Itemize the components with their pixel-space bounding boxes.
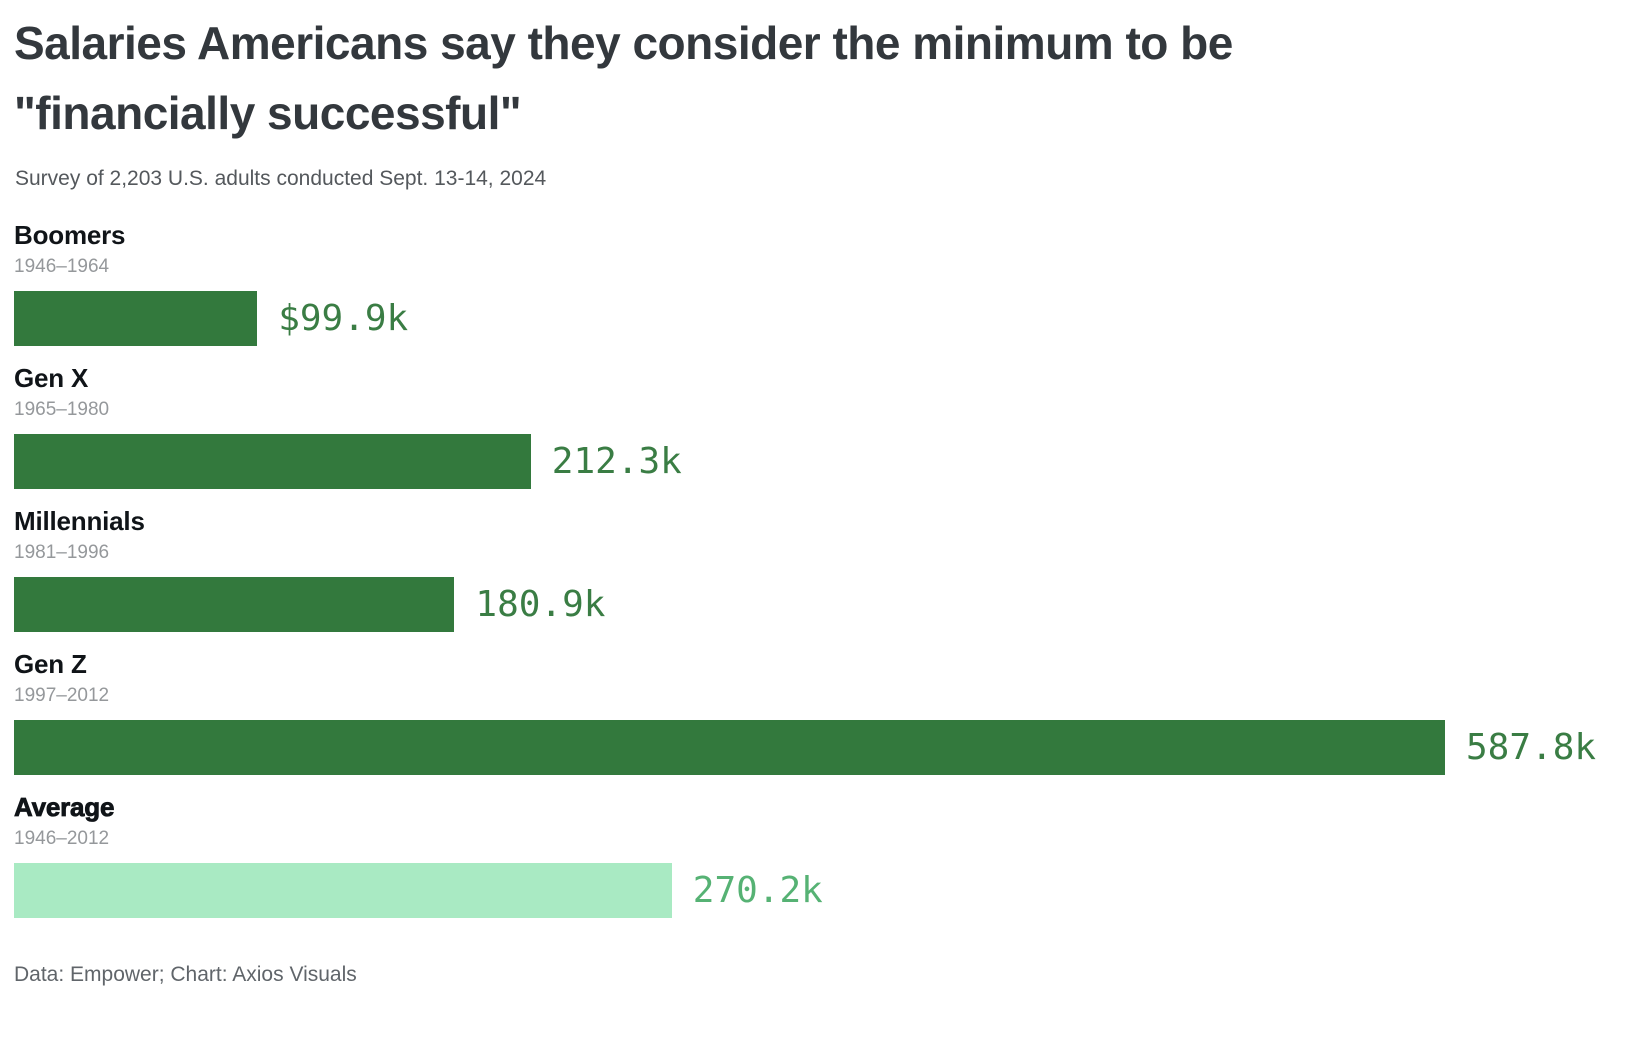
generation-label: Average	[14, 792, 115, 823]
bar	[14, 291, 258, 346]
generation-years: 1965–1980	[14, 399, 110, 420]
value-label: $99.9k	[278, 297, 409, 339]
bar-group: Boomers 1946–1964 $99.9k	[14, 219, 1610, 346]
bar-group: Gen X 1965–1980 212.3k	[14, 362, 1610, 489]
generation-label: Gen X	[14, 363, 89, 393]
bar-group: Gen Z 1997–2012 587.8k	[14, 648, 1610, 775]
value-label: 212.3k	[551, 440, 682, 482]
value-label: 270.2k	[692, 869, 823, 911]
bar-row: 212.3k	[14, 434, 1610, 489]
chart-card: Salaries Americans say they consider the…	[14, 8, 1610, 988]
bar-group: Average 1946–2012 270.2k	[14, 791, 1610, 918]
bar	[14, 434, 531, 489]
value-label: 587.8k	[1466, 726, 1597, 768]
generation-years: 1946–2012	[14, 828, 110, 849]
generation-label: Boomers	[14, 220, 126, 250]
generation-years: 1946–1964	[14, 256, 110, 277]
source-credit: Data: Empower; Chart: Axios Visuals	[14, 963, 357, 986]
chart-title: Salaries Americans say they consider the…	[14, 17, 1233, 139]
bar-row: 180.9k	[14, 577, 1610, 632]
bar-row: 587.8k	[14, 720, 1610, 775]
bar	[14, 720, 1445, 775]
generation-label: Millennials	[14, 506, 145, 536]
generation-years: 1981–1996	[14, 542, 110, 563]
generation-years: 1997–2012	[14, 685, 110, 706]
bar-group: Millennials 1981–1996 180.9k	[14, 505, 1610, 632]
bar-chart: Boomers 1946–1964 $99.9k Gen X 1965–1980…	[14, 219, 1610, 918]
bar	[14, 577, 455, 632]
chart-subtitle: Survey of 2,203 U.S. adults conducted Se…	[15, 167, 547, 190]
value-label: 180.9k	[475, 583, 606, 625]
bar	[14, 863, 672, 918]
generation-label: Gen Z	[14, 649, 87, 679]
bar-row: 270.2k	[14, 863, 1610, 918]
bar-row: $99.9k	[14, 291, 1610, 346]
